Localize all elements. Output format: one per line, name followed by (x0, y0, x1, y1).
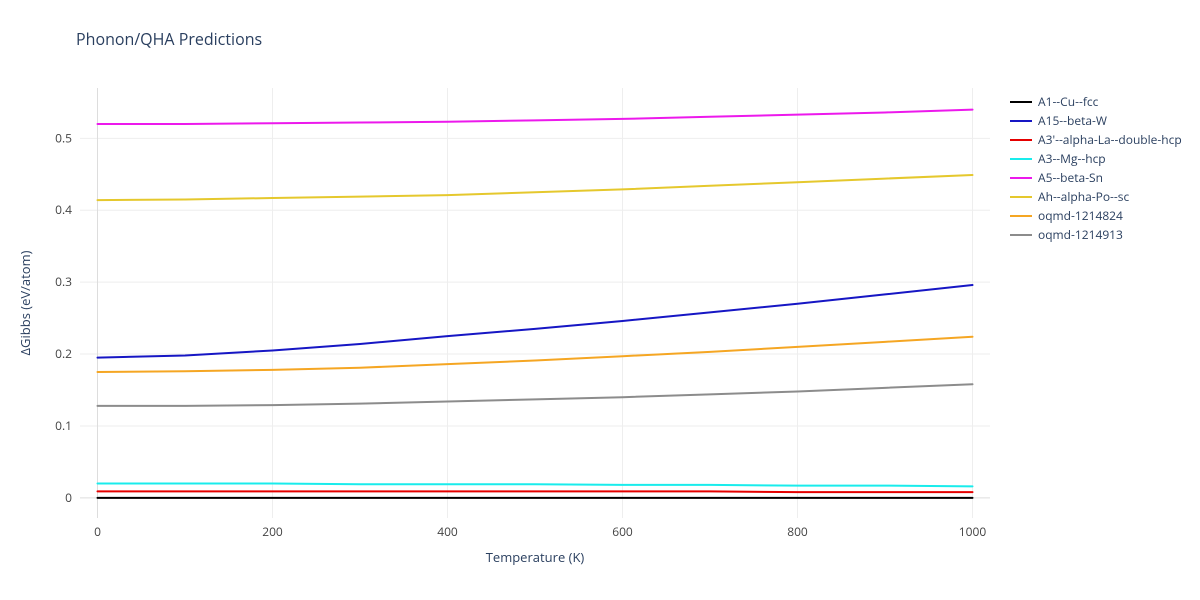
legend-item[interactable]: oqmd-1214913 (1010, 225, 1182, 244)
legend-swatch (1010, 196, 1032, 198)
legend-label: A5--beta-Sn (1038, 169, 1103, 186)
series-line (98, 285, 973, 358)
x-tick-label: 1000 (959, 523, 987, 540)
y-tick-label: 0.5 (55, 129, 72, 146)
y-tick-label: 0.2 (55, 345, 72, 362)
legend-swatch (1010, 177, 1032, 179)
chart-title: Phonon/QHA Predictions (76, 28, 262, 50)
x-tick-label: 800 (787, 523, 808, 540)
legend-label: A3--Mg--hcp (1038, 150, 1106, 167)
legend-swatch (1010, 120, 1032, 122)
y-tick-label: 0.3 (55, 273, 72, 290)
y-tick-label: 0 (65, 489, 72, 506)
x-tick-label: 600 (612, 523, 633, 540)
series-line (98, 175, 973, 200)
y-tick-label: 0.4 (55, 201, 72, 218)
legend-item[interactable]: A3--Mg--hcp (1010, 149, 1182, 168)
legend-swatch (1010, 101, 1032, 103)
legend: A1--Cu--fcc A15--beta-W A3'--alpha-La--dou… (1010, 92, 1182, 244)
legend-item[interactable]: A1--Cu--fcc (1010, 92, 1182, 111)
legend-swatch (1010, 158, 1032, 160)
legend-item[interactable]: A5--beta-Sn (1010, 168, 1182, 187)
x-tick-label: 400 (437, 523, 458, 540)
legend-label: A3'--alpha-La--double-hcp (1038, 131, 1182, 148)
legend-swatch (1010, 215, 1032, 217)
y-axis-label: ΔGibbs (eV/atom) (16, 250, 34, 355)
series-line (98, 483, 973, 486)
y-tick-label: 0.1 (55, 417, 72, 434)
legend-swatch (1010, 234, 1032, 236)
line-chart: 0 0.1 0.2 0.3 0.4 0.5 0 200 400 600 800 1000 Tempera… (0, 0, 1200, 600)
legend-item[interactable]: oqmd-1214824 (1010, 206, 1182, 225)
legend-label: Ah--alpha-Po--sc (1038, 188, 1129, 205)
x-tick-label: 0 (94, 523, 101, 540)
legend-label: A1--Cu--fcc (1038, 93, 1098, 110)
legend-item[interactable]: Ah--alpha-Po--sc (1010, 187, 1182, 206)
legend-label: oqmd-1214824 (1038, 207, 1123, 224)
legend-swatch (1010, 139, 1032, 141)
legend-label: oqmd-1214913 (1038, 226, 1123, 243)
legend-item[interactable]: A15--beta-W (1010, 111, 1182, 130)
series-line (98, 491, 973, 492)
series-line (98, 384, 973, 406)
x-axis-label: Temperature (K) (486, 548, 585, 566)
legend-label: A15--beta-W (1038, 112, 1107, 129)
series-line (98, 110, 973, 124)
legend-item[interactable]: A3'--alpha-La--double-hcp (1010, 130, 1182, 149)
x-tick-label: 200 (262, 523, 283, 540)
